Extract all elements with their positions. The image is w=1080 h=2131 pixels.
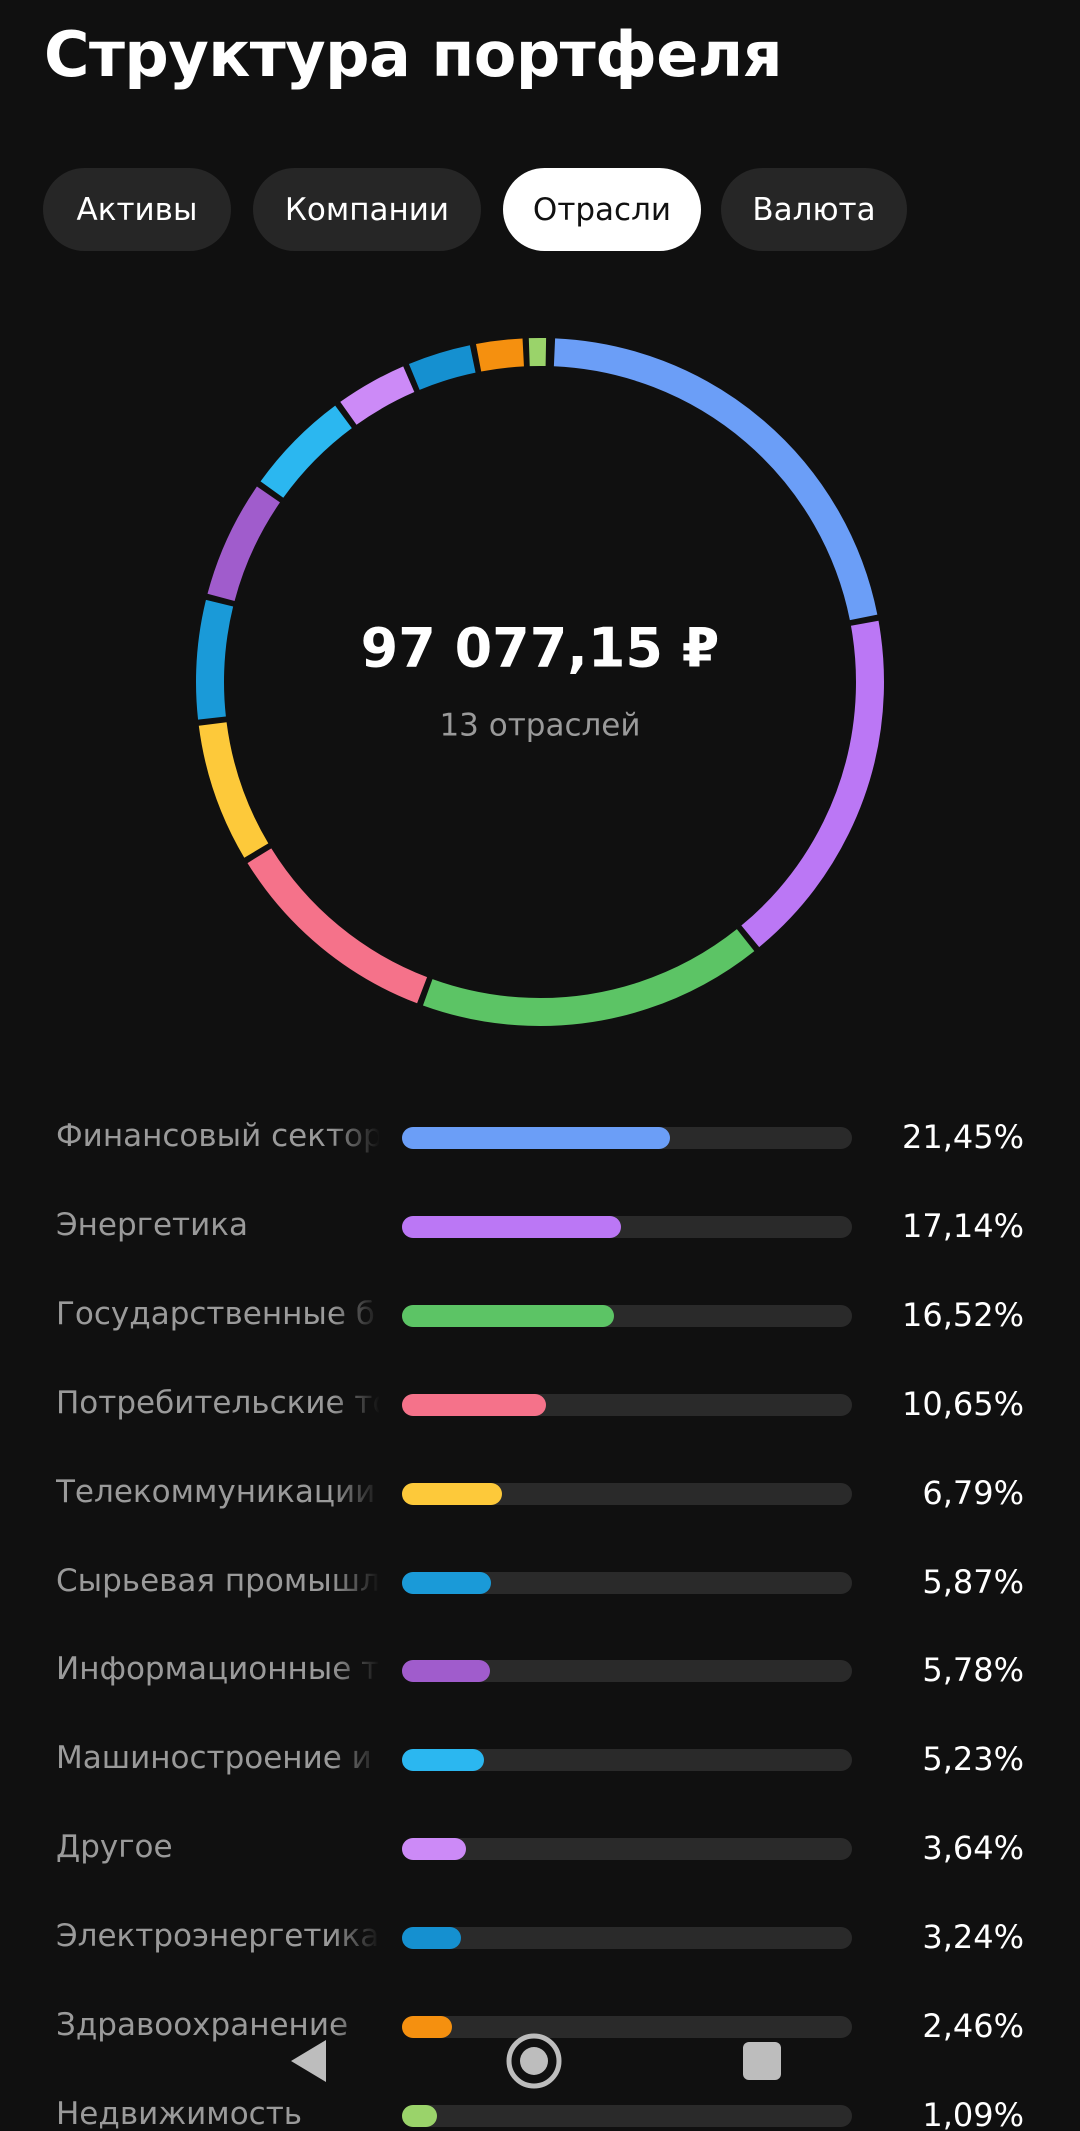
tab[interactable]: Компании	[253, 168, 481, 251]
sector-percent: 5,78%	[922, 1651, 1024, 1690]
sector-name: Недвижимость	[56, 2095, 303, 2131]
sector-name: Машиностроение и	[56, 1740, 372, 1777]
sector-percent: 17,14%	[901, 1206, 1024, 1245]
bar-fill	[402, 1749, 484, 1772]
bar-track	[402, 1660, 852, 1683]
sector-name: Энергетика	[56, 1206, 248, 1243]
sector-percent: 10,65%	[901, 1384, 1024, 1423]
tab[interactable]: Активы	[43, 168, 231, 251]
bar-track	[402, 1927, 852, 1950]
bar-track	[402, 1749, 852, 1772]
sector-name: Другое	[56, 1829, 173, 1866]
sector-name: Электроэнергетика	[56, 1918, 380, 1955]
bar-track	[402, 2104, 852, 2127]
sector-percent: 2,46%	[922, 2007, 1024, 2045]
bar-fill	[402, 1838, 466, 1861]
bar-track	[402, 1571, 852, 1594]
sector-percent: 5,87%	[922, 1562, 1024, 1601]
bar-track	[402, 2016, 852, 2038]
sector-name: Государственные б	[56, 1295, 375, 1332]
sector-percent: 3,24%	[922, 1918, 1024, 1957]
sector-count: 13 отраслей	[439, 708, 640, 744]
sector-percent: 6,79%	[922, 1473, 1024, 1512]
sector-name: Телекоммуникации	[56, 1473, 376, 1510]
donut-segment	[196, 338, 884, 1026]
sector-percent: 16,52%	[901, 1295, 1024, 1334]
bar-fill	[402, 1927, 462, 1950]
bar-fill	[402, 2104, 437, 2127]
sector-name: Здравоохранение	[56, 2007, 349, 2043]
tab[interactable]: Валюта	[721, 168, 907, 251]
sector-percent: 5,23%	[922, 1740, 1024, 1779]
sector-name: Финансовый сектор	[56, 1118, 380, 1154]
sector-name: Сырьевая промышл	[56, 1562, 380, 1599]
sector-percent: 1,09%	[922, 2095, 1024, 2131]
sector-name: Информационные т	[56, 1651, 380, 1688]
bar-track	[402, 1482, 852, 1505]
sector-percent: 21,45%	[901, 1118, 1024, 1156]
bar-fill	[402, 1304, 614, 1327]
bar-fill	[402, 1571, 492, 1594]
bar-fill	[402, 2016, 453, 2038]
bar-fill	[402, 1482, 502, 1505]
tab[interactable]: Отрасли	[503, 168, 701, 251]
bar-fill	[402, 1660, 491, 1683]
bar-fill	[402, 1393, 547, 1416]
bar-fill	[402, 1127, 671, 1149]
total-value: 97 077,15 ₽	[361, 617, 720, 680]
sector-name: Потребительские то	[56, 1384, 380, 1421]
bar-fill	[402, 1215, 621, 1238]
donut-segment	[196, 338, 884, 1026]
bar-track	[402, 1838, 852, 1861]
page-title: Структура портфеля	[44, 18, 783, 91]
donut-segment	[196, 338, 884, 1026]
sector-percent: 3,64%	[922, 1829, 1024, 1868]
